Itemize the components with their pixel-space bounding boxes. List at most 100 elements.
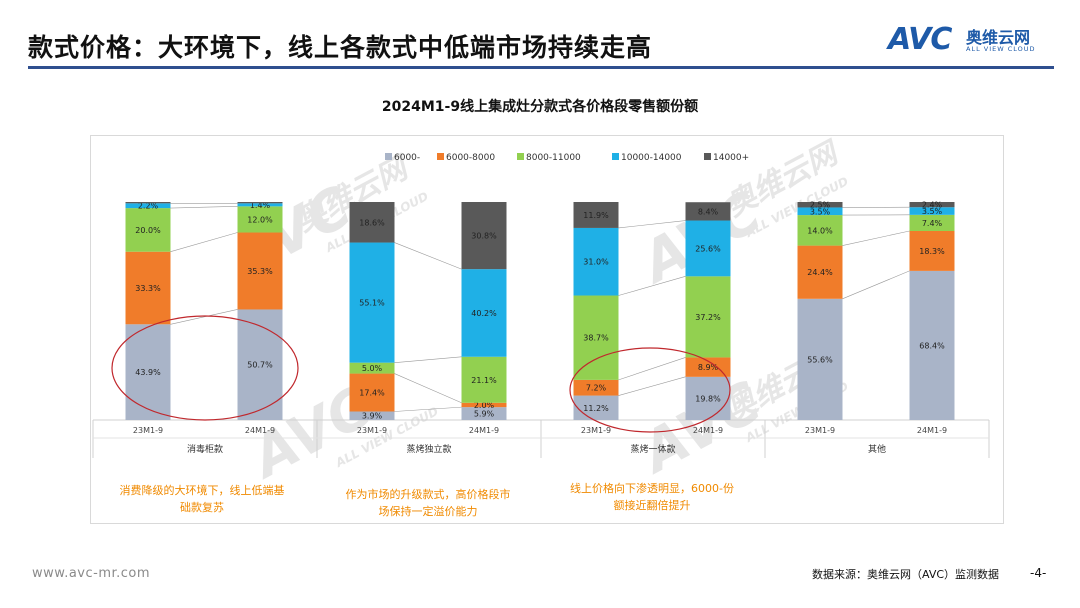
bar-segment <box>237 203 283 207</box>
data-label: 55.1% <box>359 299 385 308</box>
footer-source: 数据来源：奥维云网（AVC）监测数据 <box>812 568 1000 581</box>
group-label: 蒸烤一体款 <box>630 443 675 455</box>
bar-segment <box>909 207 955 215</box>
data-label: 7.2% <box>586 384 607 393</box>
bar-segment <box>237 232 283 310</box>
bar-segment <box>237 206 283 233</box>
data-label: 14.0% <box>807 226 833 235</box>
bar-segment <box>797 202 843 208</box>
bar-segment <box>349 242 395 363</box>
series-connector <box>170 309 238 325</box>
period-tick-label: 23M1-9 <box>133 426 163 435</box>
period-tick-label: 23M1-9 <box>805 426 835 435</box>
series-connector <box>170 206 238 209</box>
data-label: 30.8% <box>471 232 497 241</box>
data-label: 3.9% <box>362 412 383 421</box>
bar-segment <box>573 395 619 420</box>
data-label: 24.4% <box>807 268 833 277</box>
data-label: 40.2% <box>471 309 497 318</box>
chart-frame <box>90 135 1004 524</box>
data-label: 2.0% <box>474 401 495 410</box>
data-label: 1.4% <box>250 201 271 210</box>
series-connector <box>170 232 238 252</box>
series-connector <box>618 220 686 229</box>
data-label: 12.0% <box>247 215 273 224</box>
series-connector <box>394 242 462 270</box>
bar-segment <box>461 407 507 420</box>
bar-segment <box>573 295 619 380</box>
bar-segment <box>797 298 843 420</box>
series-connector <box>394 406 462 412</box>
data-label: 50.7% <box>247 361 273 370</box>
data-label: 20.0% <box>135 226 161 235</box>
data-label: 11.9% <box>583 211 609 220</box>
legend-swatch <box>612 153 619 160</box>
data-label: 3.5% <box>922 207 943 216</box>
bar-segment <box>573 202 619 228</box>
data-label: 21.1% <box>471 376 497 385</box>
data-label: 55.6% <box>807 355 833 364</box>
data-label: 37.2% <box>695 313 721 322</box>
data-label: 2.5% <box>810 201 831 210</box>
legend-swatch <box>704 153 711 160</box>
bar-segment <box>685 376 731 420</box>
data-label: 3.5% <box>810 207 831 216</box>
bar-segment <box>461 269 507 357</box>
bar-segment <box>685 276 731 358</box>
bar-segment <box>909 214 955 231</box>
title-divider <box>28 66 1054 69</box>
legend-label: 14000+ <box>713 153 749 163</box>
series-connector <box>618 276 686 296</box>
legend-label: 8000-11000 <box>526 153 581 163</box>
bar-segment <box>461 356 507 403</box>
data-label: 17.4% <box>359 389 385 398</box>
note-steam-oven-standalone: 作为市场的升级款式，高价格段市场保持一定溢价能力 <box>345 488 511 518</box>
data-label: 11.2% <box>583 404 609 413</box>
period-tick-label: 23M1-9 <box>357 426 387 435</box>
bar-segment <box>909 202 955 208</box>
bar-segment <box>349 411 395 420</box>
data-label: 5.0% <box>362 364 383 373</box>
note-disinfection-cabinet: 消费降级的大环境下，线上低端基础款复苏 <box>119 484 285 514</box>
data-label: 18.6% <box>359 218 385 227</box>
period-tick-label: 24M1-9 <box>693 426 723 435</box>
bar-segment <box>237 202 283 204</box>
data-label: 25.6% <box>695 244 721 253</box>
data-label: 18.3% <box>919 247 945 256</box>
bar-segment <box>461 202 507 270</box>
data-label: 5.9% <box>474 410 495 419</box>
bar-segment <box>125 324 171 420</box>
period-tick-label: 24M1-9 <box>469 426 499 435</box>
page-number: -4- <box>1030 566 1047 580</box>
note-steam-oven-combo: 线上价格向下渗透明显，6000-份额接近翻倍提升 <box>570 482 734 512</box>
legend-label: 6000-8000 <box>446 153 495 163</box>
data-label: 2.4% <box>922 201 943 210</box>
bar-segment <box>909 230 955 271</box>
bar-segment <box>797 215 843 246</box>
data-label: 68.4% <box>919 341 945 350</box>
bar-segment <box>909 270 955 420</box>
period-tick-label: 24M1-9 <box>917 426 947 435</box>
data-label: 38.7% <box>583 334 609 343</box>
group-label: 其他 <box>868 443 886 455</box>
bar-segment <box>797 207 843 216</box>
period-tick-label: 24M1-9 <box>245 426 275 435</box>
bar-segment <box>461 402 507 408</box>
slide-title: 款式价格：大环境下，线上各款式中低端市场持续走高 <box>28 33 653 62</box>
bar-segment <box>797 245 843 299</box>
logo-name-cn: 奥维云网 <box>966 28 1031 47</box>
data-label: 7.4% <box>922 219 943 228</box>
data-label: 8.9% <box>698 363 719 372</box>
period-tick-label: 23M1-9 <box>581 426 611 435</box>
bar-segment <box>125 208 171 252</box>
footer-url[interactable]: www.avc-mr.com <box>32 566 151 581</box>
series-connector <box>842 230 910 246</box>
bar-segment <box>573 379 619 396</box>
series-connector <box>394 356 462 363</box>
bar-segment <box>685 357 731 377</box>
data-label: 19.8% <box>695 394 721 403</box>
bar-segment <box>125 251 171 325</box>
data-label: 35.3% <box>247 267 273 276</box>
bar-segment <box>125 202 171 204</box>
